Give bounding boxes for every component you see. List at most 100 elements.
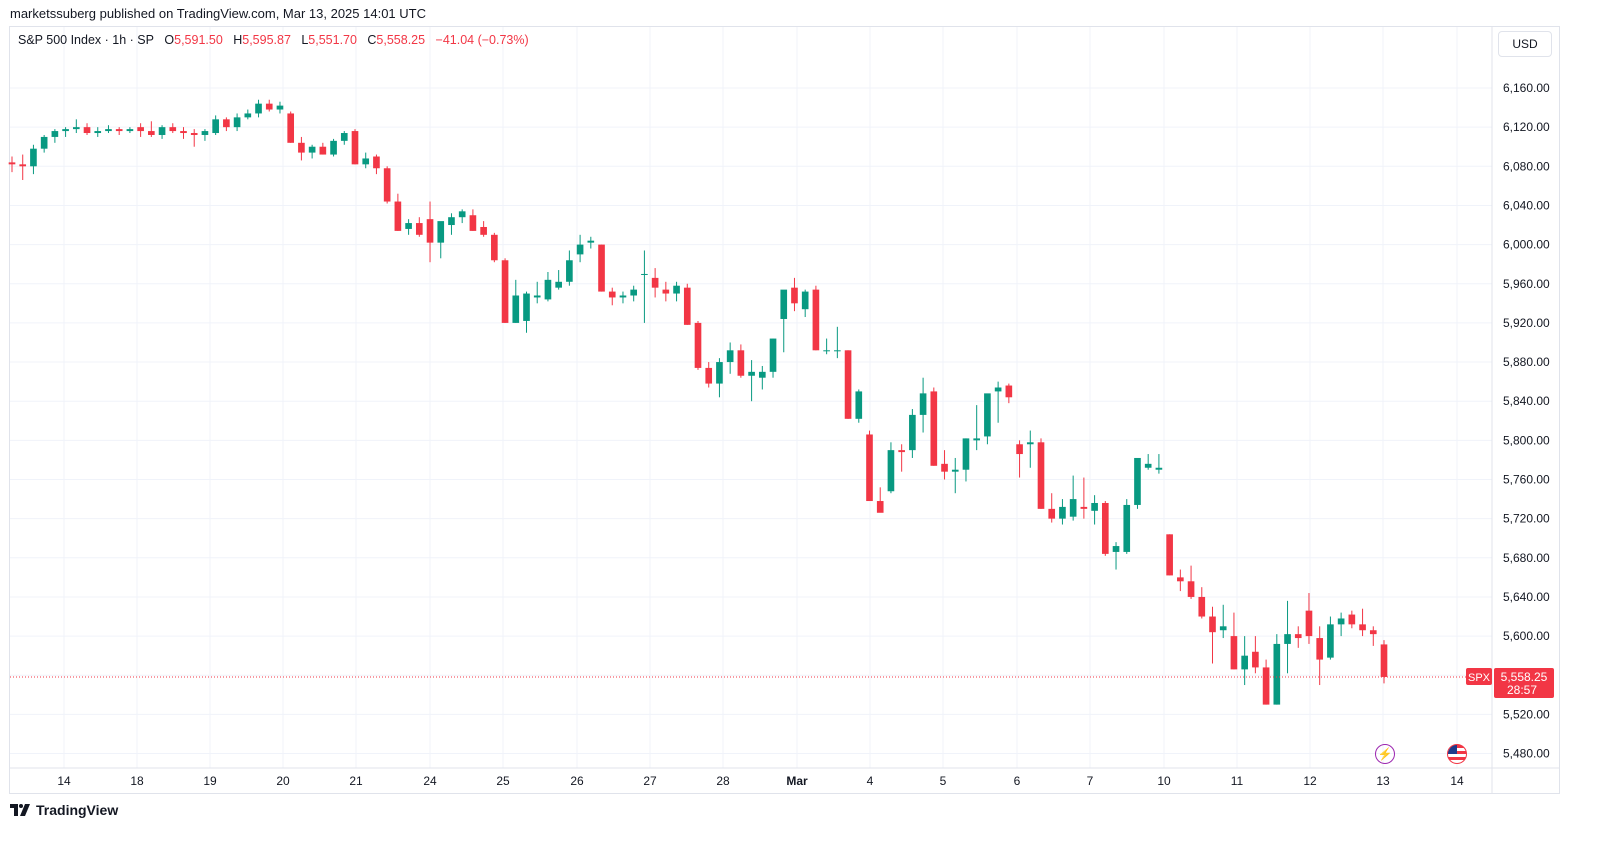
brand-name: TradingView <box>36 802 119 818</box>
y-tick-label: 5,680.00 <box>1503 551 1550 565</box>
tradingview-logo[interactable]: TradingView <box>10 802 118 818</box>
candle-body <box>491 234 498 261</box>
candle-body <box>587 240 595 243</box>
candle-body <box>566 260 573 282</box>
candle-body <box>448 217 455 226</box>
y-tick-label: 6,160.00 <box>1503 81 1550 95</box>
candle-body <box>30 148 37 167</box>
candle-body <box>105 129 112 132</box>
candle-body <box>662 289 670 294</box>
candle-body <box>898 450 905 453</box>
y-tick-label: 5,760.00 <box>1503 473 1550 487</box>
candle-body <box>608 291 616 298</box>
candle-body <box>1305 610 1313 637</box>
candle-body <box>909 414 916 451</box>
candle-body <box>1359 624 1366 631</box>
candle-body <box>201 131 209 135</box>
candle-body <box>1037 442 1045 509</box>
candle-body <box>1348 614 1356 625</box>
candle-body <box>994 387 1002 392</box>
candle-body <box>51 131 59 137</box>
close-value: 5,558.25 <box>376 33 426 47</box>
candle-body <box>1187 581 1195 597</box>
candle-body <box>1069 499 1077 517</box>
x-tick-label: 26 <box>570 774 584 788</box>
x-tick-label: 5 <box>940 774 947 788</box>
x-tick-label: 7 <box>1087 774 1094 788</box>
y-tick-label: 5,640.00 <box>1503 590 1550 604</box>
x-tick-label: 14 <box>57 774 71 788</box>
x-tick-label: 28 <box>716 774 730 788</box>
candle-body <box>1337 618 1345 625</box>
us-flag-icon[interactable] <box>1447 744 1467 764</box>
candle-body <box>72 127 80 130</box>
y-tick-label: 5,480.00 <box>1503 747 1550 761</box>
price-tag-box <box>1494 667 1554 698</box>
candle-body <box>619 295 627 298</box>
high-value: 5,595.87 <box>242 33 291 47</box>
candle-body <box>694 322 702 368</box>
candle-body <box>823 350 830 352</box>
candle-body <box>1166 534 1173 576</box>
x-tick-label: 19 <box>203 774 217 788</box>
candle-body <box>1380 644 1388 677</box>
lightning-icon[interactable]: ⚡ <box>1375 744 1395 764</box>
candle-body <box>1059 506 1066 519</box>
y-tick-label: 5,880.00 <box>1503 355 1550 369</box>
candle-body <box>1262 667 1270 705</box>
candle-body <box>1252 651 1259 668</box>
low-value: 5,551.70 <box>308 33 357 47</box>
candle-body <box>973 438 981 441</box>
candle-body <box>962 438 970 470</box>
candle-body <box>887 450 895 492</box>
candle-body <box>373 156 380 169</box>
candle-body <box>651 277 659 288</box>
candle-body <box>190 133 198 135</box>
currency-button[interactable]: USD <box>1498 31 1552 57</box>
candle-body <box>1048 508 1056 519</box>
candle-body <box>1241 655 1248 670</box>
candle-body <box>748 371 755 376</box>
candle-body <box>415 223 423 235</box>
candle-body <box>844 350 852 419</box>
candle-body <box>1316 638 1324 660</box>
candle-body <box>158 127 166 135</box>
tradingview-icon <box>10 804 30 816</box>
candle-body <box>1155 467 1163 470</box>
candle-body <box>1284 634 1291 644</box>
candle-body <box>598 244 605 292</box>
x-tick-label: 24 <box>423 774 437 788</box>
candle-body <box>791 287 798 304</box>
x-tick-label: 6 <box>1014 774 1021 788</box>
candle-body <box>523 293 530 321</box>
candle-body <box>1123 504 1131 552</box>
candle-body <box>426 219 434 243</box>
y-tick-label: 5,520.00 <box>1503 707 1550 721</box>
candle-body <box>512 295 520 323</box>
candle-body <box>319 146 327 155</box>
candle-body <box>683 287 691 325</box>
chart-frame[interactable] <box>9 26 1560 794</box>
candle-body <box>758 371 766 378</box>
y-tick-label: 6,120.00 <box>1503 120 1550 134</box>
candle-body <box>1369 630 1377 635</box>
candle-body <box>83 127 91 134</box>
candle-body <box>8 162 16 165</box>
y-tick-label: 5,920.00 <box>1503 316 1550 330</box>
candle-body <box>458 211 466 218</box>
candle-body <box>1016 444 1023 455</box>
candle-body <box>812 289 820 351</box>
y-tick-label: 6,080.00 <box>1503 159 1550 173</box>
candle-body <box>1230 636 1238 670</box>
close-label: C <box>367 33 377 47</box>
y-tick-label: 5,800.00 <box>1503 433 1550 447</box>
candle-body <box>544 279 552 300</box>
candle-body <box>223 119 230 128</box>
symbol-tag-box <box>1466 667 1492 685</box>
symbol-legend: S&P 500 Index · 1h · SP O5,591.50 H5,595… <box>18 33 529 47</box>
x-tick-label: 25 <box>496 774 510 788</box>
candle-body <box>555 281 562 288</box>
candle-body <box>405 223 412 229</box>
y-tick-label: 6,000.00 <box>1503 238 1550 252</box>
